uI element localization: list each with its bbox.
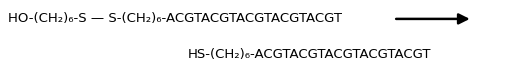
Text: HS-(CH₂)₆-ACGTACGTACGTACGTACGT: HS-(CH₂)₆-ACGTACGTACGTACGTACGT <box>187 48 431 61</box>
Text: HO-(CH₂)₆-S — S-(CH₂)₆-ACGTACGTACGTACGTACGT: HO-(CH₂)₆-S — S-(CH₂)₆-ACGTACGTACGTACGTA… <box>8 12 342 25</box>
